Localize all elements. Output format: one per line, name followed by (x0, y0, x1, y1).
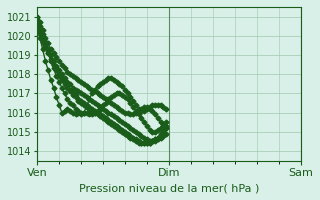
X-axis label: Pression niveau de la mer( hPa ): Pression niveau de la mer( hPa ) (79, 183, 259, 193)
